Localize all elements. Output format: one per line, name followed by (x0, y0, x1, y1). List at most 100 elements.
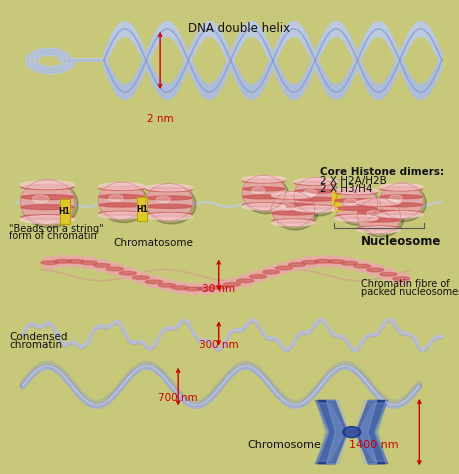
Ellipse shape (366, 210, 379, 217)
Text: Chromosome: Chromosome (246, 440, 320, 450)
Ellipse shape (242, 195, 284, 199)
Ellipse shape (118, 267, 136, 279)
Ellipse shape (223, 279, 241, 290)
Text: 2 X H3/H4: 2 X H3/H4 (319, 184, 372, 194)
Ellipse shape (132, 276, 149, 280)
Ellipse shape (326, 256, 344, 267)
Ellipse shape (356, 199, 399, 234)
Ellipse shape (119, 271, 136, 275)
Text: chromatin: chromatin (9, 340, 62, 350)
Ellipse shape (344, 199, 357, 205)
Ellipse shape (235, 275, 253, 287)
Ellipse shape (340, 257, 358, 269)
Ellipse shape (79, 257, 98, 269)
Ellipse shape (293, 178, 336, 213)
Ellipse shape (109, 195, 123, 201)
Ellipse shape (249, 274, 266, 278)
Bar (60, 200, 69, 224)
Ellipse shape (293, 206, 336, 212)
Ellipse shape (392, 273, 409, 284)
Ellipse shape (335, 207, 376, 210)
Ellipse shape (21, 205, 73, 210)
Ellipse shape (146, 184, 192, 191)
Ellipse shape (132, 272, 150, 283)
Ellipse shape (353, 264, 370, 268)
Ellipse shape (146, 185, 196, 224)
Ellipse shape (379, 183, 422, 219)
Ellipse shape (106, 267, 123, 271)
Polygon shape (318, 401, 346, 464)
Bar (60, 200, 69, 224)
Text: Core Histone dimers:: Core Histone dimers: (319, 167, 443, 177)
Ellipse shape (98, 212, 145, 219)
Ellipse shape (184, 287, 201, 291)
Ellipse shape (248, 271, 267, 283)
Ellipse shape (145, 280, 162, 283)
Polygon shape (356, 401, 384, 464)
Ellipse shape (271, 211, 313, 215)
Bar (137, 197, 147, 221)
Ellipse shape (294, 205, 336, 209)
Ellipse shape (241, 176, 285, 182)
Ellipse shape (252, 187, 264, 193)
Ellipse shape (156, 196, 170, 202)
Ellipse shape (271, 219, 313, 223)
Ellipse shape (356, 227, 399, 233)
Ellipse shape (99, 186, 144, 190)
Ellipse shape (357, 226, 399, 230)
Ellipse shape (20, 180, 74, 225)
Ellipse shape (380, 211, 421, 215)
Text: DNA double helix: DNA double helix (188, 22, 290, 36)
Ellipse shape (378, 268, 397, 280)
Text: packed nucleosomes: packed nucleosomes (360, 287, 459, 297)
Ellipse shape (271, 192, 314, 199)
Ellipse shape (301, 260, 318, 264)
Text: Chromatin fibre of: Chromatin fibre of (360, 279, 448, 290)
Ellipse shape (99, 203, 144, 207)
Ellipse shape (327, 260, 344, 264)
Bar (137, 197, 147, 221)
Polygon shape (357, 401, 387, 464)
Ellipse shape (365, 264, 383, 276)
Ellipse shape (358, 200, 403, 237)
Ellipse shape (146, 183, 192, 221)
Ellipse shape (301, 256, 319, 268)
Ellipse shape (294, 189, 336, 193)
Ellipse shape (275, 266, 292, 270)
Ellipse shape (40, 257, 59, 268)
Ellipse shape (272, 193, 317, 230)
Ellipse shape (146, 196, 191, 200)
Ellipse shape (41, 261, 58, 264)
Text: 1400 nm: 1400 nm (349, 440, 398, 450)
Ellipse shape (262, 270, 279, 274)
Ellipse shape (146, 204, 191, 209)
Ellipse shape (93, 264, 110, 267)
Ellipse shape (146, 213, 191, 217)
Ellipse shape (98, 182, 145, 219)
Ellipse shape (335, 199, 376, 202)
Ellipse shape (313, 255, 331, 267)
Ellipse shape (288, 263, 305, 266)
Ellipse shape (21, 181, 78, 228)
Text: Nucleosome: Nucleosome (360, 235, 441, 248)
Polygon shape (359, 403, 386, 461)
Ellipse shape (287, 259, 306, 270)
Ellipse shape (80, 261, 97, 264)
Text: form of chromatin: form of chromatin (9, 231, 97, 241)
Ellipse shape (357, 218, 399, 222)
Text: 2 X H2A/H2B: 2 X H2A/H2B (319, 176, 386, 186)
Ellipse shape (21, 185, 73, 190)
Ellipse shape (335, 214, 376, 219)
Ellipse shape (366, 268, 383, 272)
Ellipse shape (379, 184, 422, 190)
Ellipse shape (380, 203, 421, 207)
Ellipse shape (334, 188, 377, 194)
Ellipse shape (280, 203, 294, 210)
Ellipse shape (242, 179, 284, 183)
Ellipse shape (209, 282, 228, 293)
Ellipse shape (392, 277, 409, 281)
Ellipse shape (344, 428, 358, 436)
Ellipse shape (243, 177, 288, 214)
Text: H1: H1 (136, 205, 148, 214)
Ellipse shape (242, 203, 284, 207)
